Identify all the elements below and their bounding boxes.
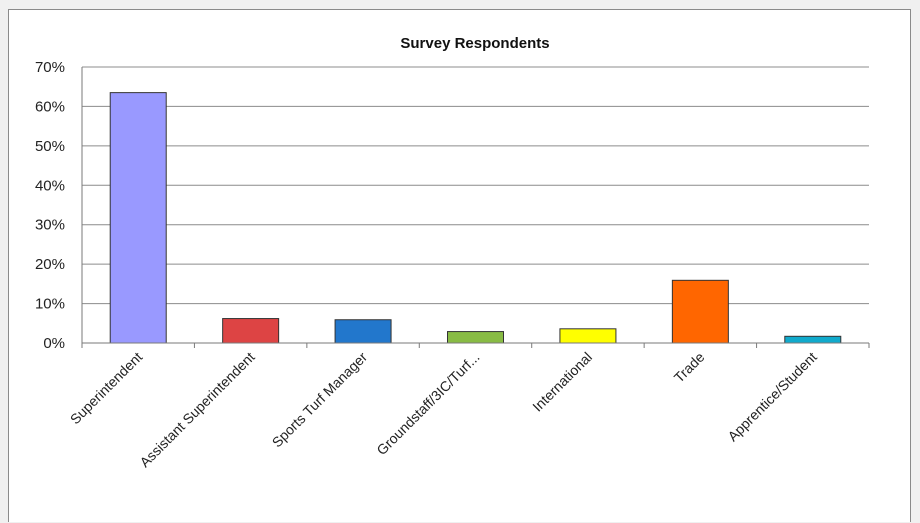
y-tick-label: 0%	[43, 335, 65, 352]
x-category-label: Sports Turf Manager	[269, 349, 371, 451]
bar	[222, 318, 280, 344]
y-tick-label: 10%	[35, 296, 65, 313]
x-category-label: Apprentice/Student	[724, 349, 820, 445]
y-tick-label: 30%	[35, 217, 65, 234]
gridlines	[82, 66, 869, 305]
y-tick-label: 40%	[35, 177, 65, 194]
chart-panel: Survey Respondents 0% 10% 20% 30% 40% 50% 60% 7…	[8, 9, 911, 522]
y-tick-label: 70%	[35, 59, 65, 76]
bar	[784, 335, 842, 344]
x-category-label: International	[529, 349, 595, 415]
x-category-label: Trade	[671, 349, 708, 386]
chart-title: Survey Respondents	[400, 35, 549, 52]
bar	[334, 319, 392, 344]
y-axis-tick-labels: 0% 10% 20% 30% 40% 50% 60% 70%	[35, 59, 65, 352]
axes	[81, 67, 870, 348]
y-tick-label: 20%	[35, 256, 65, 273]
x-category-label: Groundstaff/3IC/Turf...	[373, 349, 482, 458]
bar	[109, 92, 167, 344]
bar	[447, 331, 504, 344]
bars	[109, 92, 842, 344]
bar-chart: Survey Respondents 0% 10% 20% 30% 40% 50% 60% 7…	[35, 35, 870, 471]
x-category-label: Superintendent	[67, 349, 146, 428]
y-tick-label: 50%	[35, 138, 65, 155]
x-category-label: Assistant Superintendent	[136, 349, 257, 470]
bar	[559, 328, 617, 344]
y-tick-label: 60%	[35, 98, 65, 115]
bar	[671, 279, 729, 344]
